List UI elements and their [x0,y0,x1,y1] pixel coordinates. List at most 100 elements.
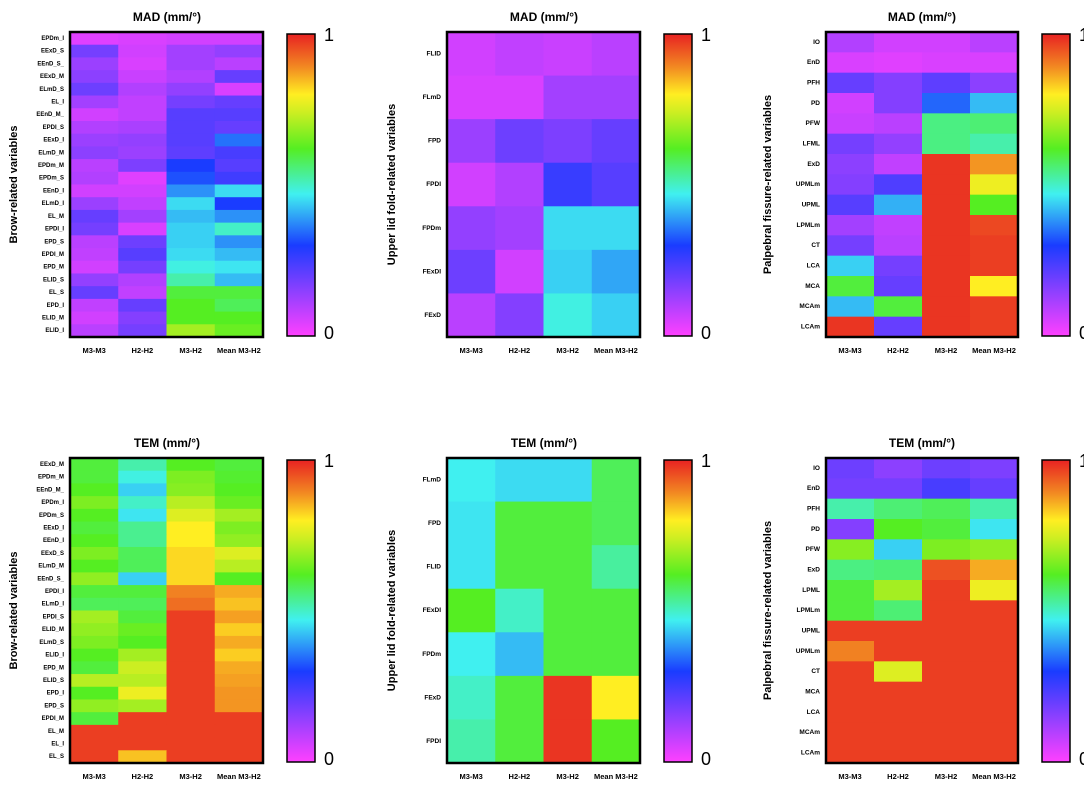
heatmap-cell-r0-c0 [70,32,119,46]
heatmap-cell-r15-c3 [214,648,264,662]
heatmap-cell-r9-c1 [874,641,923,662]
heatmap-cell-r12-c0 [826,702,875,723]
heatmap-cell-r2-c2 [922,498,971,520]
column-tick-label: M3-H2 [179,346,202,355]
heatmap-cell-r4-c3 [591,632,641,677]
heatmap-panel-2: MAD (mm/°) Upper lid fold-related variabl… [386,10,711,355]
heatmap-cell-r12-c2 [922,276,971,297]
row-tick-label: EExD_S [41,551,64,557]
row-tick-label: EExD_I [43,525,64,531]
heatmap-cell-r3-c0 [447,162,496,207]
row-tick-label: EnD [807,59,820,66]
heatmap-cell-r4-c2 [166,508,216,523]
heatmap-cell-r16-c3 [214,661,264,675]
heatmap-cell-r13-c2 [166,623,216,637]
heatmap-panel-3: MAD (mm/°) Palpebral fissure-related vari… [762,10,1084,355]
heatmap-cell-r19-c0 [70,273,119,287]
heatmap-cell-r0-c3 [970,32,1019,53]
heatmap-cell-r10-c1 [118,585,167,599]
column-tick-label: H2-H2 [132,346,154,355]
heatmap-cell-r0-c2 [922,32,971,53]
heatmap-cell-r22-c2 [166,737,216,751]
colorbar-max-label: 1 [324,451,334,471]
heatmap-cell-r2-c3 [591,545,641,590]
heatmap-cell-r6-c0 [826,580,875,601]
heatmap-cell-r3-c0 [70,496,119,510]
column-tick-label: M3-H2 [556,772,579,781]
heatmap-cell-r20-c0 [70,286,119,300]
heatmap-cell-r5-c2 [922,133,971,155]
heatmap-cell-r13-c1 [874,722,923,744]
heatmap-cell-r21-c1 [118,298,167,313]
heatmap-cell-r10-c2 [922,661,971,683]
heatmap-cell-r0-c3 [591,458,641,503]
heatmap-cell-r3-c0 [70,70,119,84]
heatmap-cell-r7-c1 [118,120,167,135]
heatmap-cell-r23-c0 [70,324,119,338]
heatmap-cell-r5-c0 [447,249,496,294]
row-tick-label: EPD_M [43,665,64,671]
heatmap-cell-r10-c0 [826,661,875,683]
heatmap-cell-r12-c2 [166,184,216,198]
row-tick-label: PD [811,526,820,533]
heatmap-cell-r7-c2 [166,546,216,561]
heatmap-panel-6: TEM (mm/°) Palpebral fissure-related vari… [762,436,1084,781]
heatmap-cell-r22-c0 [70,737,119,751]
column-tick-label: M3-M3 [838,772,861,781]
heatmap-cell-r12-c3 [214,184,264,198]
heatmap-cell-r23-c2 [166,750,216,764]
heatmap-cell-r3-c3 [214,496,264,510]
heatmap-cell-r12-c0 [70,610,119,624]
heatmap-border [824,456,1020,765]
heatmap-cell-r6-c2 [922,154,971,175]
heatmap-cell-r8-c0 [826,194,875,216]
heatmap-cell-r21-c1 [118,724,167,739]
heatmap-cell-r4-c3 [591,206,641,251]
heatmap-cell-r12-c1 [874,702,923,723]
heatmap-cell-r5-c3 [214,521,264,535]
heatmap-border [445,30,642,339]
heatmap-cell-r1-c3 [214,44,264,58]
heatmap-cell-r6-c1 [495,719,544,764]
heatmap-cell-r3-c2 [922,519,971,540]
column-tick-label: M3-M3 [459,346,482,355]
row-tick-label: EL_I [51,99,64,105]
heatmap-cell-r6-c3 [214,108,264,122]
heatmap-cell-r3-c2 [166,70,216,84]
heatmap-cell-r1-c2 [543,501,593,546]
row-tick-label: EPDI_M [42,716,64,722]
column-tick-label: M3-M3 [459,772,482,781]
heatmap-cell-r2-c1 [874,72,923,94]
heatmap-cell-r20-c3 [214,712,264,726]
row-tick-label: FPDm [422,225,441,232]
heatmap-cell-r17-c1 [118,674,167,688]
row-tick-label: FExDI [423,607,442,614]
heatmap-cell-r0-c0 [826,32,875,53]
column-tick-label: Mean M3-H2 [594,772,638,781]
heatmap-cell-r2-c1 [495,545,544,590]
heatmap-cell-r11-c2 [166,597,216,611]
heatmap-cell-r22-c0 [70,311,119,325]
heatmap-cell-r7-c1 [118,546,167,561]
heatmap-cell-r12-c1 [118,184,167,198]
heatmap-cell-r0-c2 [166,32,216,46]
heatmap-cell-r16-c0 [70,235,119,249]
heatmap-cell-r8-c2 [922,620,971,642]
colorbar-min-label: 0 [1079,323,1084,343]
heatmap-cell-r14-c0 [826,316,875,338]
heatmap-cell-r4-c0 [447,206,496,251]
heatmap-cell-r10-c0 [70,585,119,599]
row-tick-label: PD [811,100,820,107]
row-tick-label: EPD_I [47,691,65,697]
row-tick-label: FLmD [423,94,442,101]
heatmap-cell-r19-c2 [166,273,216,287]
y-axis-label: Brow-related variables [8,126,20,244]
row-tick-label: LPMLm [797,607,821,614]
heatmap-cell-r1-c3 [591,75,641,120]
row-tick-label: LCA [807,263,821,270]
heatmap-cell-r4-c0 [826,113,875,135]
column-tick-label: H2-H2 [509,772,531,781]
heatmap-cell-r0-c1 [874,32,923,53]
heatmap-cell-r13-c3 [970,722,1019,744]
heatmap-cell-r4-c1 [118,82,167,97]
